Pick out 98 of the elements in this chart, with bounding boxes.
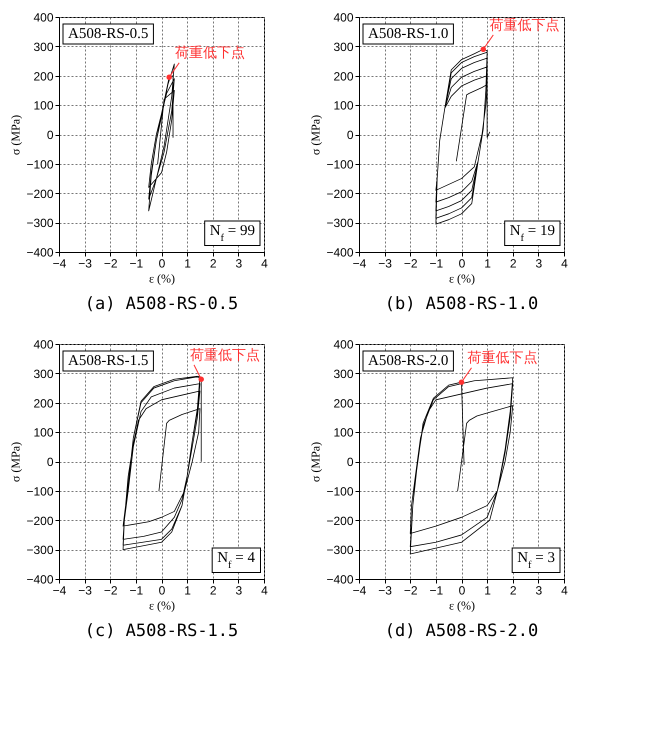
x-tick-label: 2 <box>210 584 217 598</box>
x-axis-title: ε (%) <box>148 272 176 286</box>
x-tick-label: −2 <box>404 584 418 598</box>
y-tick-label: 100 <box>33 98 54 113</box>
y-tick-label: −300 <box>326 543 354 558</box>
y-tick-label: 100 <box>333 426 354 440</box>
annotation: N$_{f}$ = 3 <box>517 550 555 570</box>
annotation: N$_{f}$ = 99 <box>210 223 255 244</box>
y-tick-label: −300 <box>26 216 54 230</box>
x-tick-label: −1 <box>130 256 144 270</box>
y-tick-label: 400 <box>33 338 54 352</box>
text: (d) A508-RS-2.0 <box>384 621 538 641</box>
text: (a) A508-RS-0.5 <box>84 294 238 314</box>
y-tick-label: 300 <box>333 40 354 54</box>
x-tick-label: −2 <box>104 584 118 598</box>
x-tick-label: 2 <box>510 584 517 598</box>
x-tick-label: 4 <box>261 256 268 270</box>
y-tick-label: −200 <box>326 186 354 201</box>
x-tick-label: 3 <box>536 256 543 270</box>
y-tick-label: 0 <box>346 455 354 469</box>
y-tick-label: −200 <box>26 186 54 201</box>
x-tick-label: −4 <box>352 584 367 598</box>
y-tick-label: 200 <box>333 396 354 410</box>
line-series <box>410 377 514 554</box>
x-tick-label: −4 <box>52 584 67 598</box>
x-tick-label: 4 <box>561 584 568 598</box>
x-tick-label: 0 <box>458 584 466 598</box>
x-tick-label: 4 <box>561 256 568 270</box>
y-tick-label: 400 <box>33 10 54 24</box>
y-tick-label: 100 <box>333 98 354 113</box>
x-tick-label: −1 <box>130 584 144 598</box>
y-tick-label: −100 <box>26 157 54 172</box>
annotation: A508-RS-0.5 <box>68 26 148 42</box>
y-tick-label: 400 <box>333 338 354 352</box>
y-tick-label: −200 <box>326 514 354 528</box>
y-tick-label: −400 <box>26 246 54 260</box>
x-tick-label: 1 <box>184 584 192 598</box>
y-tick-label: 300 <box>33 40 54 54</box>
line-series <box>148 64 175 212</box>
annotation: 荷重低下点 <box>175 45 246 62</box>
y-tick-label: −300 <box>26 543 54 558</box>
x-tick-label: 1 <box>484 584 492 598</box>
y-axis-title: σ (MPa) <box>8 114 22 156</box>
x-tick-label: −3 <box>78 256 92 270</box>
x-tick-label: 0 <box>458 256 466 270</box>
x-tick-label: 3 <box>536 584 543 598</box>
annotation: 荷重低下点 <box>190 347 260 364</box>
x-tick-label: −4 <box>352 256 367 270</box>
y-tick-label: 0 <box>46 128 54 142</box>
y-axis-title: σ (MPa) <box>308 114 322 156</box>
x-tick-label: 1 <box>184 256 192 270</box>
y-axis-title: σ (MPa) <box>308 442 322 482</box>
x-tick-label: −4 <box>52 256 67 270</box>
x-axis-title: ε (%) <box>148 598 176 612</box>
y-tick-label: −400 <box>326 572 354 586</box>
x-tick-label: 2 <box>210 256 217 270</box>
y-tick-label: −200 <box>26 514 54 528</box>
annotation: N$_{f}$ = 4 <box>217 550 256 570</box>
x-tick-label: 0 <box>158 584 166 598</box>
text: (c) A508-RS-1.5 <box>84 621 238 641</box>
y-tick-label: 300 <box>33 366 54 381</box>
annotation: A508-RS-1.0 <box>368 26 448 42</box>
x-tick-label: −3 <box>378 584 392 598</box>
x-tick-label: 3 <box>236 256 243 270</box>
y-tick-label: 200 <box>33 396 54 410</box>
annotation: 荷重低下点 <box>468 350 538 366</box>
y-tick-label: −400 <box>26 572 54 586</box>
y-tick-label: 0 <box>346 128 354 142</box>
y-axis-title: σ (MPa) <box>8 442 22 482</box>
x-tick-label: −1 <box>430 584 444 598</box>
y-tick-label: 300 <box>333 366 354 381</box>
y-tick-label: −300 <box>326 216 354 230</box>
x-tick-label: −3 <box>78 584 92 598</box>
y-tick-label: 400 <box>333 10 354 24</box>
x-tick-label: −1 <box>430 256 444 270</box>
x-tick-label: −3 <box>378 256 392 270</box>
y-tick-label: −100 <box>326 157 354 172</box>
y-tick-label: 200 <box>33 69 54 84</box>
x-axis-title: ε (%) <box>448 272 476 286</box>
x-tick-label: −2 <box>104 256 118 270</box>
annotation: 荷重低下点 <box>489 17 560 34</box>
annotation: A508-RS-2.0 <box>368 353 448 369</box>
x-tick-label: 3 <box>236 584 243 598</box>
x-tick-label: 2 <box>510 256 517 270</box>
y-tick-label: 100 <box>33 426 54 440</box>
x-tick-label: 4 <box>261 584 268 598</box>
y-tick-label: 200 <box>333 69 354 84</box>
x-tick-label: 1 <box>484 256 492 270</box>
y-tick-label: −400 <box>326 246 354 260</box>
x-tick-label: 0 <box>158 256 166 270</box>
x-axis-title: ε (%) <box>448 598 476 612</box>
text: (b) A508-RS-1.0 <box>384 294 538 314</box>
y-tick-label: −100 <box>26 484 54 498</box>
x-tick-label: −2 <box>404 256 418 270</box>
annotation: A508-RS-1.5 <box>68 353 148 369</box>
annotation: N$_{f}$ = 19 <box>510 223 555 244</box>
y-tick-label: 0 <box>46 455 54 469</box>
y-tick-label: −100 <box>326 484 354 498</box>
